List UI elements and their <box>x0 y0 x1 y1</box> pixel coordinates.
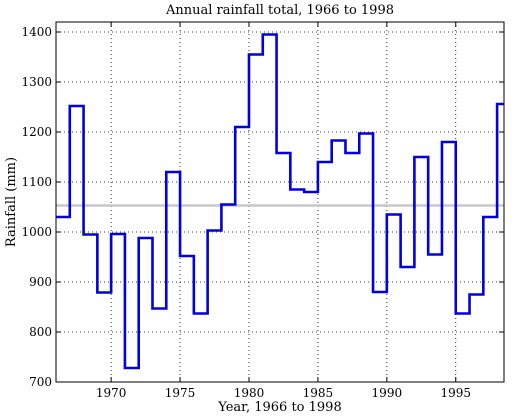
grid-lines <box>56 22 504 383</box>
chart-title: Annual rainfall total, 1966 to 1998 <box>165 3 394 18</box>
axis-ticks <box>56 22 504 383</box>
x-tick-label: 1995 <box>440 386 471 400</box>
x-tick-label: 1980 <box>234 386 265 400</box>
rainfall-step-series <box>56 33 504 370</box>
y-tick-label: 1400 <box>21 25 52 39</box>
x-tick-label: 1985 <box>303 386 334 400</box>
y-tick-label: 1000 <box>21 225 52 239</box>
x-tick-labels: 1970 1975 1980 1985 1990 1995 <box>96 386 471 400</box>
y-axis-label: Rainfall (mm) <box>4 157 19 247</box>
y-tick-labels: 700 800 900 1000 1100 1200 1300 1400 <box>21 25 52 389</box>
plot-frame <box>55 21 505 383</box>
y-tick-label: 1300 <box>21 75 52 89</box>
x-tick-label: 1970 <box>96 386 127 400</box>
x-tick-label: 1975 <box>165 386 196 400</box>
x-axis-label: Year, 1966 to 1998 <box>217 400 341 415</box>
x-tick-label: 1990 <box>372 386 403 400</box>
y-tick-label: 1200 <box>21 125 52 139</box>
y-tick-label: 700 <box>29 375 52 389</box>
y-tick-label: 900 <box>29 275 52 289</box>
y-tick-label: 1100 <box>21 175 52 189</box>
y-tick-label: 800 <box>29 325 52 339</box>
